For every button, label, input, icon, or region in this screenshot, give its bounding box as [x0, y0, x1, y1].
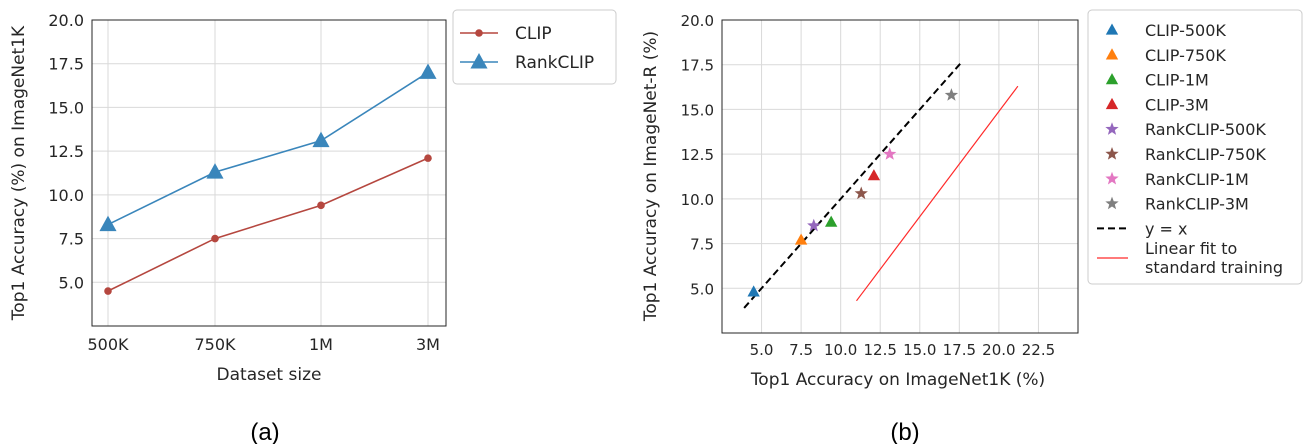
panel-b-plot-frame	[721, 19, 1079, 334]
panel-b-legend-rankclip-750k-marker	[1105, 147, 1119, 160]
panel-b-legend-clip-500k-label: CLIP-500K	[1145, 21, 1226, 40]
panel-b-legend-rankclip-500k-label: RankCLIP-500K	[1145, 120, 1266, 139]
panel-b-x-tick-label: 15.0	[903, 341, 936, 359]
panel-b-point-clip-500k	[747, 285, 760, 297]
panel-b-legend-items: CLIP-500K CLIP-750K CLIP-1M CLIP-3M RankCLIP…	[1097, 21, 1283, 277]
panel-a-x-tick-label: 500K	[87, 335, 129, 354]
panel-b-legend-rankclip-750k-label: RankCLIP-750K	[1145, 145, 1266, 164]
panel-b-point-clip-1m	[824, 215, 838, 227]
panel-b-legend-rankclip-1m-marker	[1105, 171, 1119, 185]
panel-b-legend-clip-500k-marker	[1105, 23, 1119, 35]
panel-a-rankclip-point	[312, 131, 330, 148]
panel-b-point-clip-750k	[794, 233, 808, 245]
panel-a-y-tick-label: 12.5	[48, 142, 84, 161]
panel-a-y-tick-label: 15.0	[48, 98, 84, 117]
panel-b-point-clip-3m	[867, 169, 881, 181]
panel-b-x-tick-label: 10.0	[824, 341, 857, 359]
panel-b-x-tick-label: 17.5	[943, 341, 976, 359]
panel-b-legend-clip-1m-label: CLIP-1M	[1145, 71, 1209, 90]
panel-a-y-tick-label: 17.5	[48, 55, 84, 74]
panel-b-point-rankclip-750k	[854, 186, 868, 200]
panel-a-x-tick-label: 1M	[309, 335, 333, 354]
panel-a-legend: CLIP RankCLIP	[452, 9, 617, 85]
panel-b-legend-clip-3m-marker	[1105, 97, 1119, 110]
panel-a-x-ticks: 500K 750K 1M 3M	[87, 335, 440, 354]
panel-b-legend-rankclip-3m-marker	[1105, 196, 1119, 210]
panel-b: 5.0 7.5 10.0 12.5 15.0 17.5 20.0 5.0 7.5 10.0 12.…	[641, 9, 1303, 444]
panel-b-legend: CLIP-500K CLIP-750K CLIP-1M CLIP-3M RankCLIP…	[1087, 9, 1303, 285]
panel-b-y-tick-label: 5.0	[690, 280, 714, 298]
panel-b-y-ticks: 5.0 7.5 10.0 12.5 15.0 17.5 20.0	[681, 12, 714, 298]
panel-a-rankclip-point	[99, 215, 117, 232]
panel-a-clip-point	[211, 234, 219, 243]
panel-b-linear-fit-to-standard-training-line	[856, 85, 1019, 302]
panel-b-x-axis-label: Top1 Accuracy on ImageNet1K (%)	[750, 370, 1045, 390]
panel-b-y-x-line	[743, 62, 962, 309]
panel-b-caption: (b)	[890, 419, 919, 444]
panel-a-x-tick-label: 750K	[194, 335, 236, 354]
panel-b-y-tick-label: 10.0	[681, 191, 714, 209]
panel-b-point-rankclip-1m	[883, 147, 897, 160]
panel-b-legend-clip-1m-marker	[1105, 73, 1119, 85]
panel-b-y-tick-label: 7.5	[690, 236, 714, 254]
panel-a-y-axis-label: Top1 Accuracy (%) on ImageNet1K	[9, 25, 29, 321]
panel-a-y-tick-label: 10.0	[48, 186, 84, 205]
panel-a-rankclip-point	[419, 63, 437, 79]
panel-a-x-tick-label: 3M	[416, 335, 440, 354]
panel-a: 5.07.510.012.515.017.520.0 500K 750K 1M 3M …	[9, 9, 617, 444]
panel-a-rankclip-line	[107, 71, 429, 226]
panel-b-x-tick-label: 22.5	[1022, 341, 1055, 359]
panel-b-gridlines	[722, 19, 1078, 333]
panel-a-legend-items: CLIP RankCLIP	[460, 24, 594, 73]
panel-b-legend-clip-3m-label: CLIP-3M	[1145, 95, 1209, 114]
panel-a-legend-rankclip-marker	[470, 53, 488, 69]
panel-b-legend-rankclip-3m-label: RankCLIP-3M	[1145, 195, 1249, 214]
panel-b-y-axis-label: Top1 Accuracy on ImageNet-R (%)	[641, 31, 661, 322]
panel-b-legend-linear-fit-label: Linear fit to standard training	[1145, 239, 1283, 277]
panel-b-x-ticks: 5.0 7.5 10.0 12.5 15.0 17.5 20.0 22.5	[750, 341, 1056, 359]
panel-a-clip-point	[317, 201, 325, 210]
panel-b-y-tick-label: 20.0	[681, 12, 714, 30]
panel-a-series	[99, 63, 437, 295]
panel-b-legend-rankclip-500k-marker	[1105, 122, 1119, 135]
panel-a-legend-clip-marker	[475, 29, 483, 37]
panel-b-legend-y-equals-x-label: y = x	[1145, 219, 1188, 238]
panel-a-y-tick-label: 20.0	[48, 11, 84, 30]
panel-b-y-tick-label: 15.0	[681, 101, 714, 119]
panel-a-y-tick-label: 7.5	[59, 230, 84, 249]
panel-b-x-tick-label: 12.5	[864, 341, 897, 359]
panel-a-legend-clip-label: CLIP	[515, 24, 552, 44]
panel-a-rankclip-point	[206, 163, 224, 179]
panel-b-y-tick-label: 12.5	[681, 146, 714, 164]
panel-a-caption: (a)	[250, 419, 279, 444]
panel-a-clip-point	[104, 287, 112, 295]
panel-b-legend-clip-750k-marker	[1105, 48, 1119, 60]
panel-a-y-ticks: 5.0 7.5 10.0 12.5 15.0 17.5 20.0	[48, 11, 84, 292]
panel-a-legend-box	[452, 9, 617, 85]
panel-b-x-tick-label: 7.5	[789, 341, 813, 359]
panel-b-legend-rankclip-1m-label: RankCLIP-1M	[1145, 170, 1249, 189]
panel-a-y-tick-label: 5.0	[59, 273, 84, 292]
panel-b-legend-box	[1087, 9, 1303, 285]
panel-a-plot-frame	[91, 19, 447, 327]
panel-b-legend-clip-750k-label: CLIP-750K	[1145, 46, 1226, 65]
panel-a-clip-line	[107, 157, 429, 292]
panel-b-points	[747, 88, 959, 297]
panel-a-clip-point	[424, 154, 432, 162]
panel-a-legend-rankclip-label: RankCLIP	[515, 53, 594, 73]
panel-a-x-axis-label: Dataset size	[217, 365, 322, 385]
panel-b-point-rankclip-3m	[944, 88, 959, 101]
panel-b-y-tick-label: 17.5	[681, 57, 714, 75]
panel-b-x-tick-label: 20.0	[982, 341, 1015, 359]
panel-b-point-rankclip-500k	[807, 218, 821, 232]
panel-b-x-tick-label: 5.0	[750, 341, 774, 359]
panel-b-reference-lines	[743, 62, 1019, 309]
